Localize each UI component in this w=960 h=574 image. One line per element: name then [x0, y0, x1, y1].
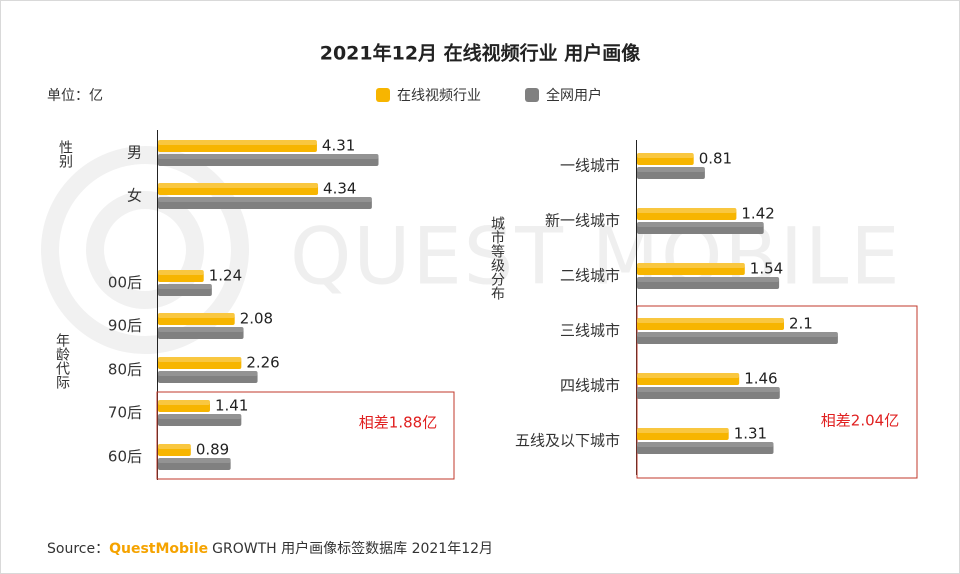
bar [637, 428, 729, 440]
category-label: 二线城市 [560, 267, 620, 285]
category-label: 90后 [108, 317, 142, 335]
value-label: 2.1 [789, 315, 813, 333]
watermark-logo [41, 146, 249, 354]
bar [158, 154, 379, 166]
category-label: 60后 [108, 448, 142, 466]
group-label: 城市等级分布 [489, 216, 505, 300]
value-label: 2.26 [246, 354, 279, 372]
bar-shine [158, 197, 372, 202]
legend-label: 在线视频行业 [397, 88, 481, 104]
group-label: 性别 [57, 140, 73, 169]
bar [158, 458, 231, 470]
bar [158, 197, 372, 209]
bar-shine [637, 373, 740, 378]
bar [637, 318, 784, 330]
bar [637, 332, 838, 344]
category-label: 五线及以下城市 [515, 432, 620, 450]
bar-shine [637, 332, 838, 337]
bar-shine [158, 313, 235, 318]
value-label: 1.31 [734, 425, 767, 443]
category-label: 男 [127, 144, 142, 162]
source-label: Source： [47, 541, 109, 557]
bar [158, 183, 319, 195]
value-label: 1.46 [744, 370, 777, 388]
bar-shine [158, 270, 204, 275]
legend-swatch [376, 88, 390, 102]
bar [158, 327, 244, 339]
bar [158, 284, 212, 296]
category-label: 00后 [108, 274, 142, 292]
category-label: 三线城市 [560, 322, 620, 340]
source: Source：QuestMobile GROWTH 用户画像标签数据库 2021年… [47, 540, 493, 557]
bar-shine [637, 167, 705, 172]
bar [637, 263, 745, 275]
category-label: 一线城市 [560, 157, 620, 175]
bar [158, 140, 317, 152]
value-label: 1.24 [209, 267, 242, 285]
bar [637, 387, 780, 399]
bar [158, 400, 210, 412]
chart-title: 2021年12月 在线视频行业 用户画像 [320, 42, 642, 65]
bar-shine [637, 428, 729, 433]
legend-label: 全网用户 [546, 87, 602, 104]
highlight-box [156, 391, 455, 480]
value-label: 1.41 [215, 397, 248, 415]
category-label: 70后 [108, 404, 142, 422]
bar-shine [158, 284, 212, 289]
bar [158, 357, 242, 369]
watermark-logo [86, 191, 204, 309]
bar-shine [158, 458, 231, 463]
bar-shine [637, 153, 694, 158]
bar-shine [158, 140, 317, 145]
unit-label: 单位：亿 [47, 88, 103, 104]
legend: 在线视频行业 全网用户 [376, 87, 602, 104]
bar-shine [158, 414, 242, 419]
value-label: 2.08 [240, 310, 273, 328]
bar-shine [158, 154, 379, 159]
bar-shine [158, 357, 242, 362]
bar-shine [637, 277, 780, 282]
bar-shine [158, 327, 244, 332]
bar-shine [637, 318, 784, 323]
category-label: 女 [127, 187, 142, 205]
bar [637, 167, 705, 179]
bar [158, 270, 204, 282]
bar [158, 371, 258, 383]
bar-shine [158, 444, 191, 449]
source-text: GROWTH 用户画像标签数据库 2021年12月 [212, 540, 493, 557]
bar-shine [158, 183, 319, 188]
bar [637, 277, 780, 289]
legend-swatch [525, 88, 539, 102]
category-label: 四线城市 [560, 377, 620, 395]
value-label: 4.34 [323, 180, 356, 198]
value-label: 0.81 [699, 150, 732, 168]
bar-shine [637, 442, 774, 447]
bar [637, 442, 774, 454]
source-brand: QuestMobile [109, 541, 208, 557]
bar-shine [637, 208, 737, 213]
bar-shine [158, 371, 258, 376]
annotation: 相差1.88亿 [359, 414, 437, 432]
bar [158, 313, 235, 325]
bar [637, 222, 764, 234]
category-label: 80后 [108, 361, 142, 379]
value-label: 4.31 [322, 137, 355, 155]
annotation: 相差2.04亿 [821, 412, 899, 430]
bar-shine [637, 387, 780, 392]
bar [158, 414, 242, 426]
bar [158, 444, 191, 456]
category-label: 新一线城市 [545, 212, 620, 230]
watermark: QUEST MOBILE [290, 212, 902, 302]
bar [637, 208, 737, 220]
bar-shine [637, 222, 764, 227]
value-label: 1.54 [750, 260, 783, 278]
bar-shine [637, 263, 745, 268]
value-label: 1.42 [741, 205, 774, 223]
value-label: 0.89 [196, 441, 229, 459]
bar-shine [158, 400, 210, 405]
group-label: 年龄代际 [54, 333, 70, 390]
bar [637, 153, 694, 165]
bar [637, 373, 740, 385]
